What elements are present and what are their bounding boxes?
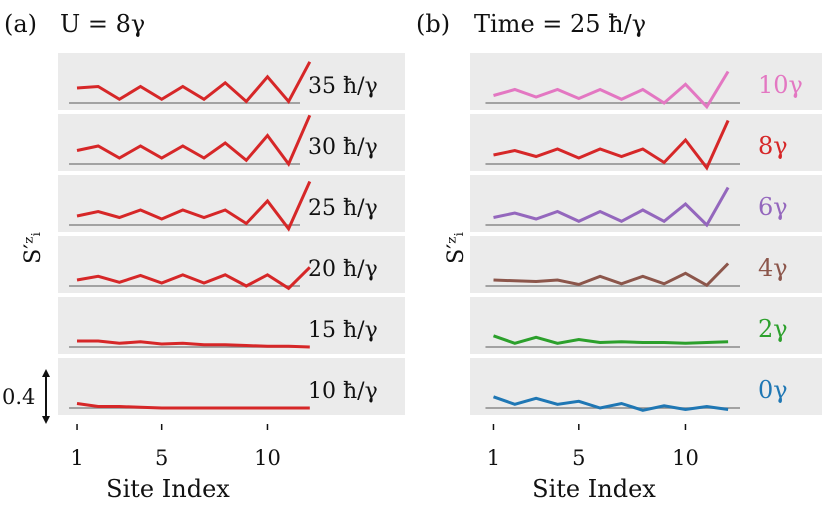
panel-b: 10γ 8γ 6γ 4γ 2γ 0γ 1 5 10 bbox=[470, 53, 822, 470]
panel-a-series-label-2: 25 ħ/γ bbox=[308, 196, 378, 221]
panel-b-series-label-4: 2γ bbox=[758, 315, 788, 343]
panel-b-title: Time = 25 ħ/γ bbox=[474, 10, 646, 38]
panel-b-series-label-5: 0γ bbox=[758, 376, 788, 404]
panel-b-series-label-3: 4γ bbox=[758, 254, 788, 282]
panel-b-ylabel: S′ᶻᵢ bbox=[444, 232, 469, 264]
panel-a-series-label-5: 10 ħ/γ bbox=[308, 379, 378, 404]
panel-a-xtick-label-1: 5 bbox=[155, 446, 168, 470]
panel-b-stripe-0 bbox=[470, 53, 822, 110]
panel-a-xtick-label-0: 1 bbox=[70, 446, 83, 470]
panel-b-series-line-2 bbox=[493, 186, 730, 228]
panel-b-series-label-0: 10γ bbox=[758, 71, 803, 99]
panel-a-title: U = 8γ bbox=[60, 10, 145, 38]
scale-bar-label: 0.4 bbox=[2, 385, 35, 409]
panel-a-series-label-4: 15 ħ/γ bbox=[308, 318, 378, 343]
panel-a-label: (a) bbox=[4, 10, 37, 38]
panel-a-ylabel: S′ᶻᵢ bbox=[21, 232, 46, 264]
panel-b-series-line-0 bbox=[493, 70, 730, 110]
panel-b-xlabel: Site Index bbox=[532, 475, 656, 503]
panel-a-series-line-4 bbox=[77, 339, 310, 349]
panel-b-stripe-1 bbox=[470, 114, 822, 171]
panel-b-xtick-label-1: 5 bbox=[572, 446, 585, 470]
panel-b-stripe-2 bbox=[470, 175, 822, 232]
panel-b-series-line-3 bbox=[493, 262, 730, 288]
panel-b-series-label-1: 8γ bbox=[758, 132, 788, 160]
panel-b-stripe-4 bbox=[470, 297, 822, 354]
panel-a-series-line-2 bbox=[76, 180, 312, 232]
scale-bar-arrow-up bbox=[42, 369, 50, 377]
panel-a-series-label-1: 30 ħ/γ bbox=[308, 135, 378, 160]
panel-a-stripe-1 bbox=[58, 114, 405, 171]
panel-a-xtick-label-2: 10 bbox=[254, 446, 281, 470]
panel-a-stripe-2 bbox=[58, 175, 405, 232]
panel-b-series-label-2: 6γ bbox=[758, 193, 788, 221]
panel-b-series-line-5 bbox=[493, 395, 729, 412]
panel-b-label: (b) bbox=[416, 10, 450, 38]
panel-b-xtick-label-2: 10 bbox=[672, 446, 699, 470]
panel-a-series-line-0 bbox=[76, 61, 312, 105]
panel-a-series-line-3 bbox=[76, 266, 311, 291]
panel-a-series-line-1 bbox=[76, 114, 312, 167]
panel-a-stripe-3 bbox=[58, 236, 405, 293]
panel-b-series-line-1 bbox=[493, 119, 730, 171]
panel-b-stripe-5 bbox=[470, 358, 822, 415]
panel-a-xlabel: Site Index bbox=[106, 475, 230, 503]
panel-b-stripe-3 bbox=[470, 236, 822, 293]
panel-b-xtick-label-0: 1 bbox=[487, 446, 500, 470]
scale-bar-arrow-down bbox=[42, 416, 50, 424]
panel-a-series-label-0: 35 ħ/γ bbox=[308, 74, 378, 99]
scale-bar: 0.4 bbox=[2, 369, 50, 424]
panel-a-stripe-0 bbox=[58, 53, 405, 110]
panel-a-series-line-5 bbox=[76, 402, 310, 410]
panel-a: 35 ħ/γ 30 ħ/γ 25 ħ/γ 20 ħ/γ 15 ħ/γ 10 ħ/γ 1 5 10 bbox=[58, 53, 405, 470]
panel-b-series-line-4 bbox=[493, 334, 729, 345]
panel-a-series-label-3: 20 ħ/γ bbox=[308, 257, 378, 282]
